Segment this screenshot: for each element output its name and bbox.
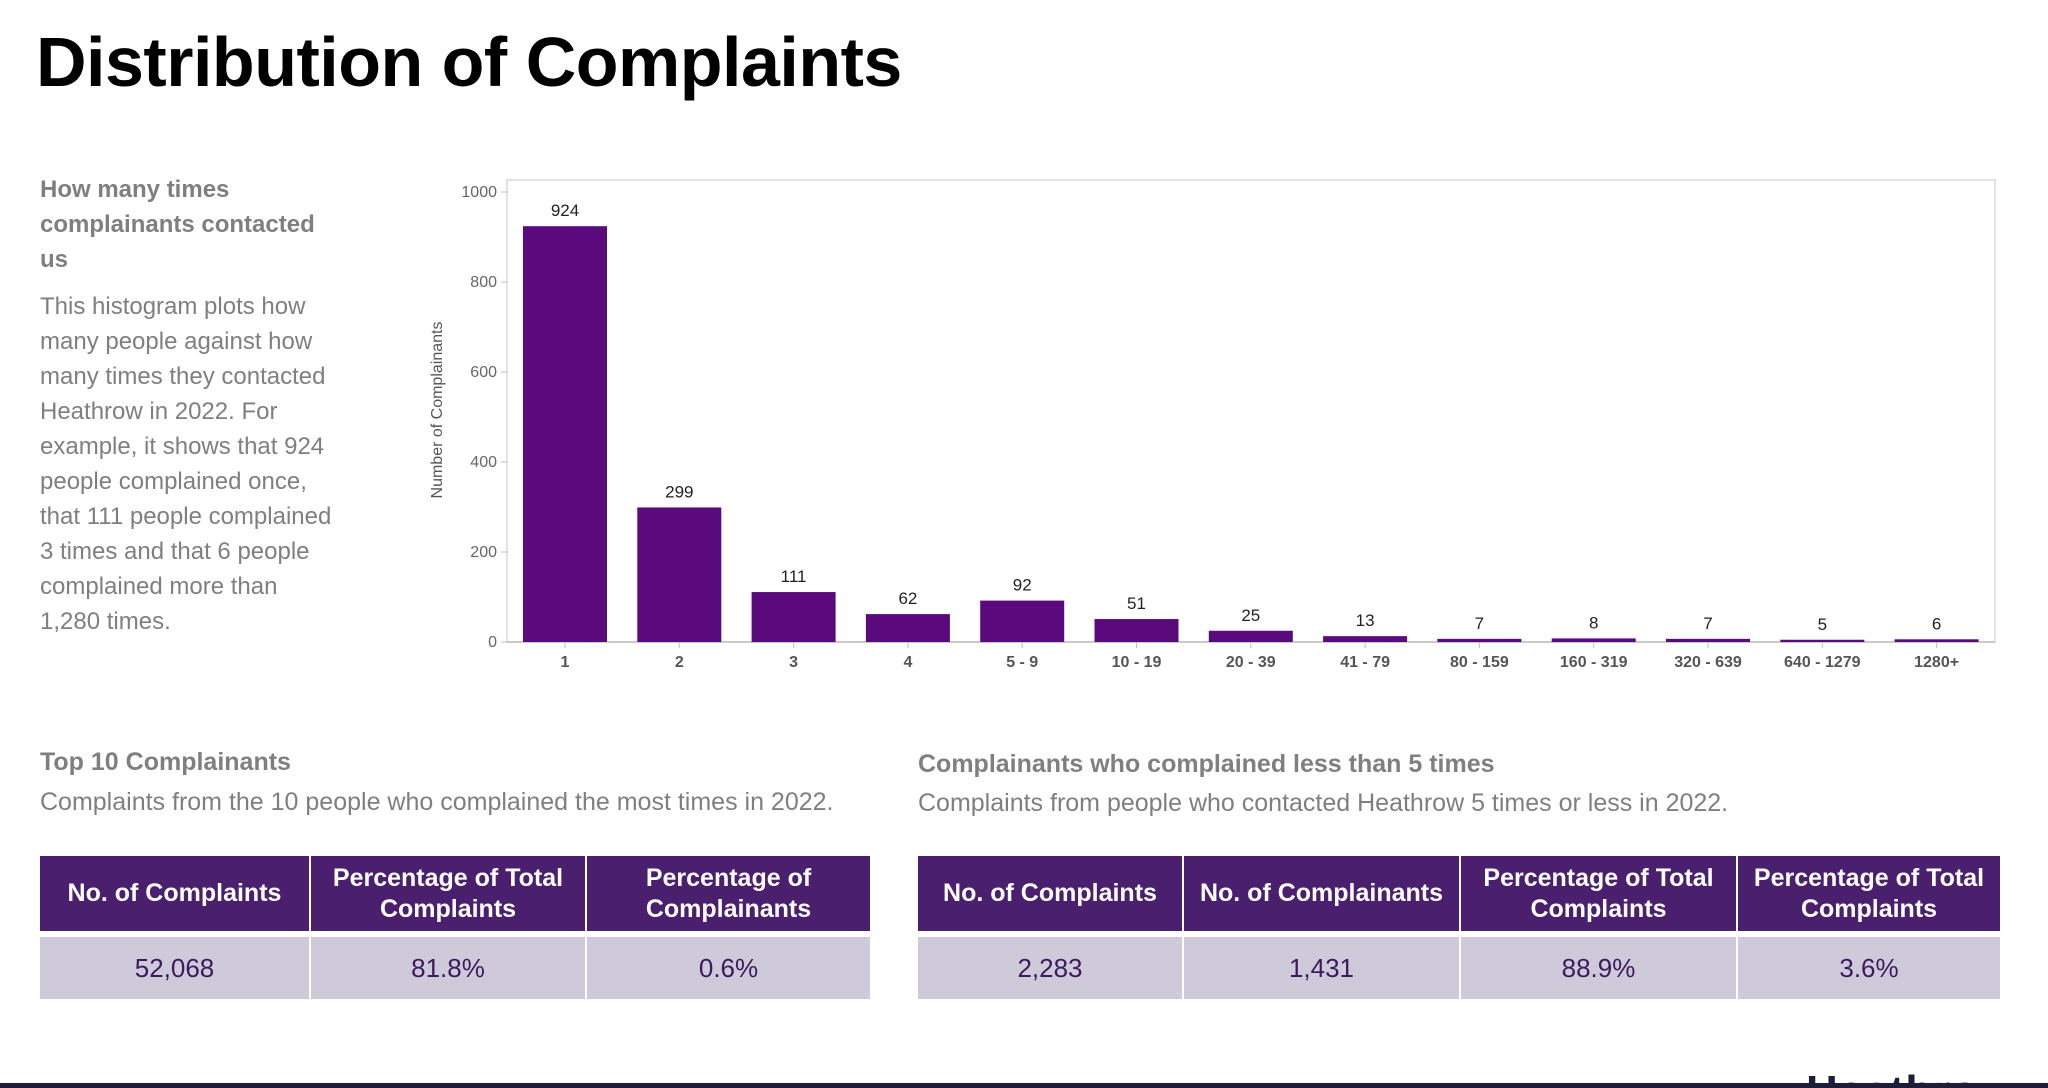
x-tick-label: 3 xyxy=(789,654,798,671)
description-body: This histogram plots how many people aga… xyxy=(40,293,332,635)
bar xyxy=(1666,638,1750,642)
histogram-chart: 0 200 400 600 800 1000 924 299 111 62 92 51 25 13 7 8 7… xyxy=(420,170,2000,680)
under5-heading: Complainants who complained less than 5 … xyxy=(918,750,1495,778)
bar xyxy=(980,600,1065,642)
y-tick-label: 400 xyxy=(470,454,497,471)
table-cell: 88.9% xyxy=(1460,931,1738,999)
x-tick-label: 41 - 79 xyxy=(1340,654,1390,671)
x-tick-label: 80 - 159 xyxy=(1450,654,1509,671)
column-header: No. of Complaints xyxy=(918,856,1184,934)
bar xyxy=(1094,619,1179,642)
x-tick-label: 1 xyxy=(561,654,570,671)
table-cell: 52,068 xyxy=(40,931,311,999)
data-label: 25 xyxy=(1241,606,1260,625)
data-label: 62 xyxy=(898,589,917,608)
top10-heading: Top 10 Complainants xyxy=(40,748,291,776)
brand-logo: Heathrow xyxy=(1806,1062,2014,1084)
y-tick-label: 0 xyxy=(488,634,497,651)
table-cell: 2,283 xyxy=(918,931,1184,999)
y-tick-label: 200 xyxy=(470,544,497,561)
top10-subtitle: Complaints from the 10 people who compla… xyxy=(40,788,834,816)
page-title: Distribution of Complaints xyxy=(36,23,902,101)
data-label: 7 xyxy=(1475,614,1484,633)
data-label: 299 xyxy=(665,482,693,501)
under5-subtitle: Complaints from people who contacted Hea… xyxy=(918,789,1729,817)
y-axis: 0 200 400 600 800 1000 xyxy=(461,184,507,651)
data-label: 7 xyxy=(1703,614,1712,633)
bar xyxy=(1208,630,1293,642)
table-cell: 0.6% xyxy=(586,931,870,999)
under5-table: No. of Complaints No. of Complainants Pe… xyxy=(918,856,2000,999)
footer-rule xyxy=(0,1083,2048,1088)
description-heading: How many times complainants contacted us xyxy=(40,176,315,273)
x-tick-label: 640 - 1279 xyxy=(1784,654,1861,671)
table-header-row: No. of Complaints No. of Complainants Pe… xyxy=(918,856,2000,934)
y-tick-label: 600 xyxy=(470,364,497,381)
y-tick-label: 1000 xyxy=(461,184,497,201)
column-header: Percentage of Total Complaints xyxy=(1460,856,1738,934)
table-row: 2,283 1,431 88.9% 3.6% xyxy=(918,931,2000,999)
x-tick-label: 10 - 19 xyxy=(1112,654,1162,671)
x-axis: 1 2 3 4 5 - 9 10 - 19 20 - 39 41 - 79 80 - 159 16… xyxy=(561,642,1959,671)
data-label: 924 xyxy=(551,201,579,220)
table-cell: 3.6% xyxy=(1737,931,2000,999)
x-tick-label: 320 - 639 xyxy=(1674,654,1742,671)
data-label: 13 xyxy=(1356,611,1375,630)
x-tick-label: 5 - 9 xyxy=(1006,654,1038,671)
bar xyxy=(1894,639,1979,642)
column-header: Percentage of Total Complaints xyxy=(1737,856,2000,934)
y-tick-label: 800 xyxy=(470,274,497,291)
x-tick-label: 1280+ xyxy=(1914,654,1959,671)
bar xyxy=(1437,638,1522,642)
chart-description: How many times complainants contacted us… xyxy=(40,172,340,639)
data-label: 51 xyxy=(1127,594,1146,613)
bar xyxy=(1780,639,1865,642)
data-label: 111 xyxy=(781,567,807,586)
bar xyxy=(865,614,950,642)
table-header-row: No. of Complaints Percentage of Total Co… xyxy=(40,856,870,934)
data-label: 5 xyxy=(1818,615,1827,634)
table-row: 52,068 81.8% 0.6% xyxy=(40,931,870,999)
y-axis-label: Number of Complainants xyxy=(429,322,446,499)
bar-series: 924 299 111 62 92 51 25 13 7 8 7 5 6 xyxy=(523,201,1979,642)
bar xyxy=(1323,636,1408,642)
data-label: 92 xyxy=(1013,576,1032,595)
top10-table: No. of Complaints Percentage of Total Co… xyxy=(40,856,870,999)
table-cell: 81.8% xyxy=(310,931,587,999)
table-cell: 1,431 xyxy=(1183,931,1461,999)
data-label: 6 xyxy=(1932,614,1941,633)
bar xyxy=(637,507,722,642)
column-header: Percentage of Complainants xyxy=(586,856,870,934)
x-tick-label: 4 xyxy=(903,654,912,671)
column-header: No. of Complainants xyxy=(1183,856,1461,934)
column-header: Percentage of Total Complaints xyxy=(310,856,587,934)
data-label: 8 xyxy=(1589,613,1598,632)
x-tick-label: 20 - 39 xyxy=(1226,654,1276,671)
x-tick-label: 2 xyxy=(675,654,684,671)
x-tick-label: 160 - 319 xyxy=(1560,654,1628,671)
bar xyxy=(1551,638,1636,642)
plot-frame xyxy=(506,179,1996,643)
bar xyxy=(523,226,607,642)
bar xyxy=(751,592,836,642)
column-header: No. of Complaints xyxy=(40,856,311,934)
